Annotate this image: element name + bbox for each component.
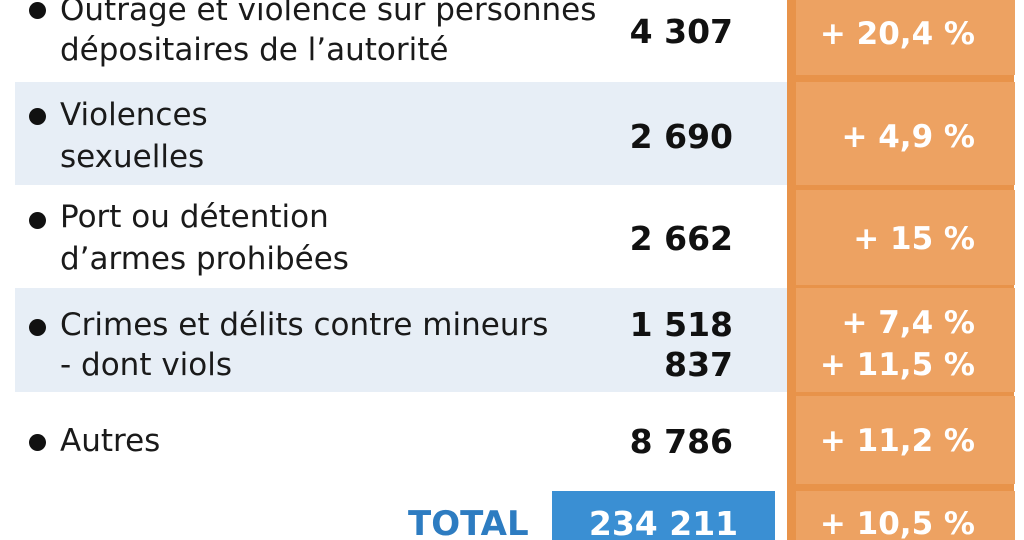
row-change: + 4,9 % [841,119,975,155]
row-label-line: Crimes et délits contre mineurs [60,307,549,343]
row-change-cell: + 15 % [796,190,1015,285]
table-row: Outrage et violence sur personnes déposi… [15,0,1015,75]
row-change-cell: + 20,4 % [796,0,1015,75]
row-label-cell: Violences sexuelles [15,82,547,185]
row-label-line: Autres [60,423,161,459]
total-change-cell: + 10,5 % [796,491,1015,540]
bullet-icon [29,212,46,229]
table-row: Autres 8 786 + 11,2 % [15,396,1015,484]
bullet-icon [29,434,46,451]
bullet-icon [29,319,46,336]
row-value-cell: 8 786 [547,396,787,484]
row-label-cell: Autres [15,396,547,484]
row-value: 2 690 [629,117,733,156]
total-label: TOTAL [408,504,529,540]
row-change: + 15 % [853,221,975,257]
row-change: + 11,5 % [819,347,975,383]
row-label-cell: Outrage et violence sur personnes déposi… [15,0,596,75]
row-label-line: sexuelles [60,139,205,175]
row-label-line: Violences [60,97,208,133]
table-row: Port ou détention d’armes prohibées 2 66… [15,190,1015,285]
bullet-icon [29,2,46,19]
table-row: Violences sexuelles 2 690 + 4,9 % [15,82,1015,185]
row-value-cell: 1 518 837 [547,288,787,392]
row-label-line: dépositaires de l’autorité [60,32,449,68]
total-value: 234 211 [588,504,739,540]
total-value-cell: 234 211 [552,491,775,540]
row-value: 837 [664,345,733,384]
row-value: 1 518 [629,305,733,344]
row-change: + 20,4 % [819,16,975,52]
row-label-cell: Port ou détention d’armes prohibées [15,190,547,285]
row-label-line: Port ou détention [60,199,329,235]
row-value: 8 786 [629,422,733,461]
row-change: + 7,4 % [841,305,975,341]
row-value-cell: 4 307 [547,0,787,75]
bullet-icon [29,108,46,125]
row-change-cell: + 7,4 % + 11,5 % [796,288,1015,392]
row-label-line: d’armes prohibées [60,241,349,277]
row-value-cell: 2 690 [547,82,787,185]
row-value: 2 662 [629,219,733,258]
row-label-line: Outrage et violence sur personnes [60,0,597,28]
row-change-cell: + 4,9 % [796,82,1015,185]
row-label-line: - dont viols [60,347,233,383]
total-change: + 10,5 % [819,506,975,540]
row-label-cell: Crimes et délits contre mineurs - dont v… [15,288,549,392]
row-value: 4 307 [629,12,733,51]
row-change: + 11,2 % [819,423,975,459]
row-value-cell: 2 662 [547,190,787,285]
row-change-cell: + 11,2 % [796,396,1015,484]
table-row: Crimes et délits contre mineurs - dont v… [15,288,1015,392]
